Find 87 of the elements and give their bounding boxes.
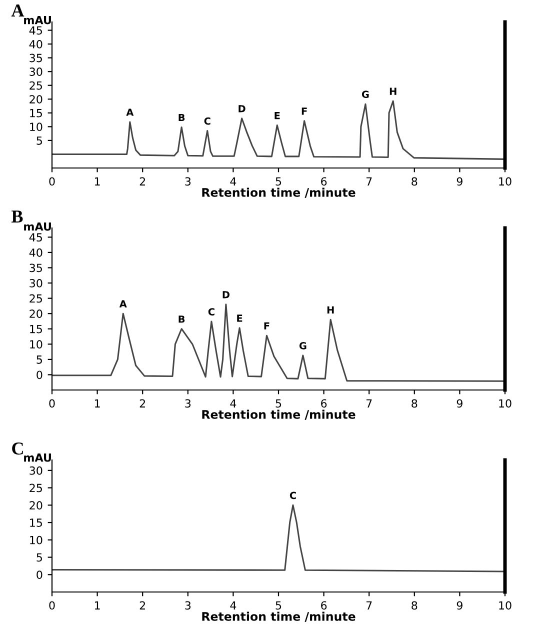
- x-tick-label: 3: [185, 399, 191, 408]
- x-tick-label: 6: [321, 399, 327, 408]
- x-tick-label: 9: [456, 601, 462, 610]
- x-axis-title: Retention time /minute: [202, 612, 356, 622]
- x-tick-label: 10: [499, 177, 512, 186]
- y-tick-label: 25: [30, 484, 42, 492]
- y-tick-label: 20: [30, 310, 42, 318]
- y-tick-label: 25: [30, 81, 42, 90]
- x-tick-label: 9: [456, 399, 462, 408]
- annotation: B: [178, 316, 185, 323]
- y-tick-label: 40: [29, 40, 42, 48]
- y-tick-label: 5: [36, 136, 42, 145]
- annotation: D: [238, 105, 246, 112]
- y-tick-label: 15: [30, 109, 42, 118]
- x-tick-label: 7: [366, 601, 372, 610]
- annotation: E: [237, 314, 242, 322]
- x-tick-label: 0: [49, 399, 55, 408]
- y-tick-label: 5: [36, 553, 42, 562]
- x-tick-label: 1: [94, 399, 100, 408]
- x-tick-label: 1: [94, 601, 100, 610]
- x-tick-label: 2: [140, 601, 146, 610]
- x-tick-label: 3: [185, 601, 191, 610]
- x-tick-label: 2: [140, 399, 146, 408]
- x-tick-label: 4: [230, 177, 236, 186]
- y-tick-label: 0: [36, 570, 42, 580]
- x-axis-title: Retention time /minute: [202, 188, 356, 198]
- x-axis-title: Retention time /minute: [202, 410, 356, 420]
- annotation: D: [222, 291, 230, 298]
- x-tick-label: 7: [366, 177, 372, 186]
- x-tick-label: 0: [49, 601, 55, 610]
- y-axis-title: mAU: [24, 222, 51, 231]
- y-tick-label: 35: [30, 54, 42, 62]
- x-tick-label: 0: [49, 177, 55, 186]
- y-tick-label: 20: [30, 501, 42, 510]
- x-tick-label: 10: [499, 399, 512, 408]
- x-tick-label: 8: [412, 601, 418, 610]
- y-axis-title: mAU: [24, 454, 51, 462]
- x-tick-label: 5: [276, 399, 282, 408]
- x-tick-label: 4: [230, 399, 236, 408]
- chart-title: A: [11, 4, 24, 16]
- y-tick-label: 20: [30, 95, 42, 104]
- annotation: H: [390, 88, 396, 95]
- y-tick-label: 45: [29, 26, 42, 35]
- x-tick-label: 6: [321, 177, 327, 186]
- y-tick-label: 25: [30, 294, 42, 303]
- y-tick-label: 0: [36, 370, 42, 380]
- annotation: A: [126, 108, 134, 116]
- y-tick-label: 30: [30, 278, 42, 288]
- annotation: C: [208, 308, 214, 316]
- chart-title: C: [12, 442, 23, 455]
- y-tick-label: 45: [29, 233, 42, 242]
- x-tick-label: 1: [94, 177, 100, 186]
- annotation: C: [290, 492, 296, 500]
- y-tick-label: 30: [30, 466, 42, 475]
- y-tick-label: 15: [30, 518, 42, 527]
- y-tick-label: 5: [36, 356, 42, 364]
- annotation: A: [119, 300, 127, 308]
- x-tick-label: 7: [366, 399, 372, 408]
- x-tick-label: 6: [321, 601, 327, 610]
- y-tick-label: 15: [30, 324, 42, 334]
- annotation: G: [299, 342, 306, 350]
- x-tick-label: 8: [412, 399, 418, 408]
- y-tick-label: 10: [30, 536, 42, 544]
- x-tick-label: 2: [140, 177, 146, 186]
- line-series: [52, 504, 505, 572]
- x-tick-label: 10: [499, 601, 512, 610]
- x-tick-label: 3: [185, 177, 191, 186]
- annotation: C: [204, 117, 210, 125]
- x-tick-label: 8: [412, 177, 418, 186]
- y-tick-label: 35: [30, 264, 42, 272]
- annotation: H: [327, 306, 334, 314]
- y-tick-label: 40: [29, 248, 42, 257]
- chart-title: B: [12, 210, 23, 222]
- line-series: [52, 100, 505, 160]
- x-tick-label: 5: [276, 177, 282, 186]
- annotation: G: [362, 90, 369, 98]
- x-tick-label: 9: [456, 177, 462, 186]
- annotation: B: [178, 114, 185, 122]
- y-axis-title: mAU: [24, 16, 51, 24]
- annotation: E: [274, 112, 280, 120]
- y-tick-label: 30: [30, 68, 42, 76]
- x-tick-label: 4: [230, 601, 236, 610]
- x-tick-label: 5: [276, 601, 282, 610]
- y-tick-label: 10: [30, 122, 42, 132]
- y-tick-label: 10: [30, 340, 42, 349]
- annotation: F: [264, 322, 270, 330]
- annotation: F: [302, 108, 307, 115]
